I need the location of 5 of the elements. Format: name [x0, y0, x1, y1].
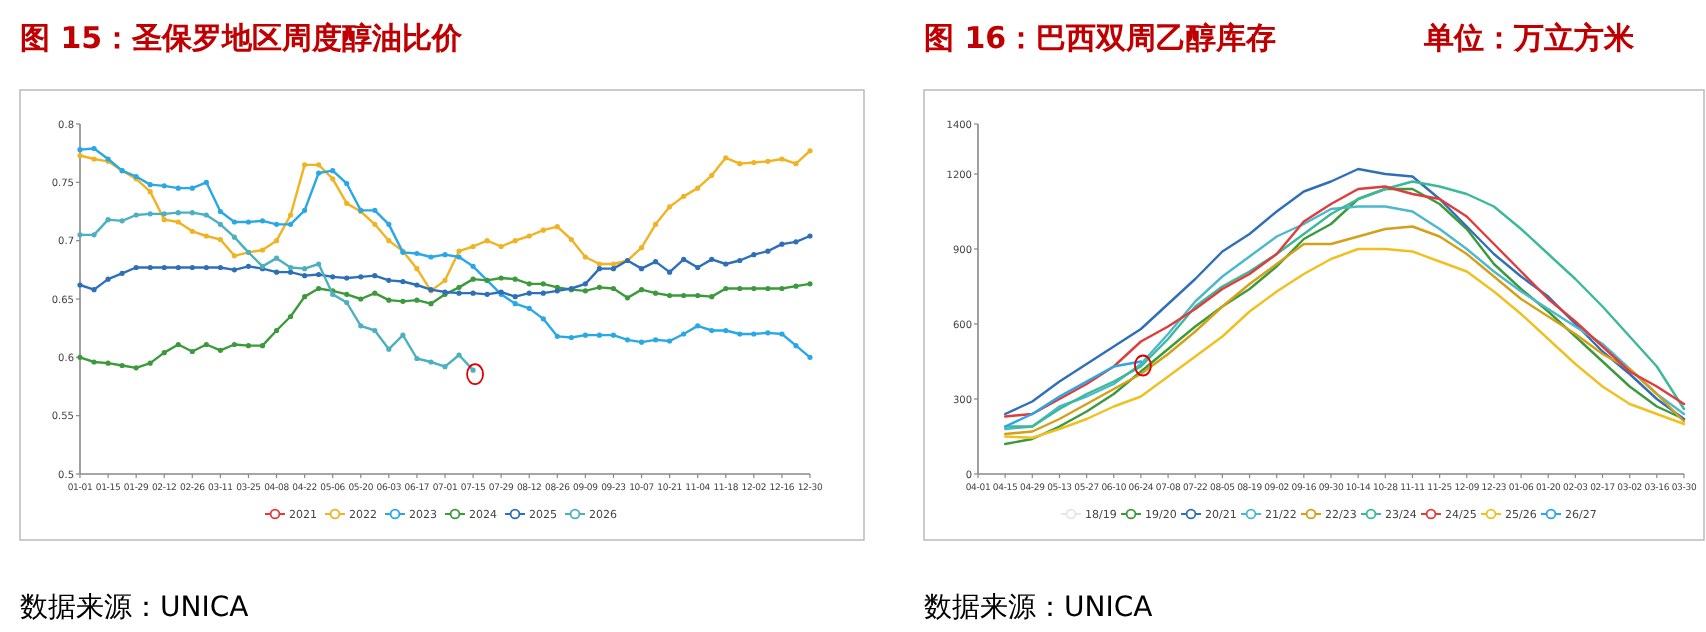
source-note: 数据来源：UNICA: [20, 592, 250, 624]
chart-title: 图 16：巴西双周乙醇库存: [924, 20, 1277, 56]
source-note: 数据来源：UNICA: [924, 592, 1154, 624]
chart-subtitle: 单位：万立方米: [1422, 20, 1636, 56]
chart-title: 图 15：圣保罗地区周度醇油比价: [20, 20, 465, 56]
